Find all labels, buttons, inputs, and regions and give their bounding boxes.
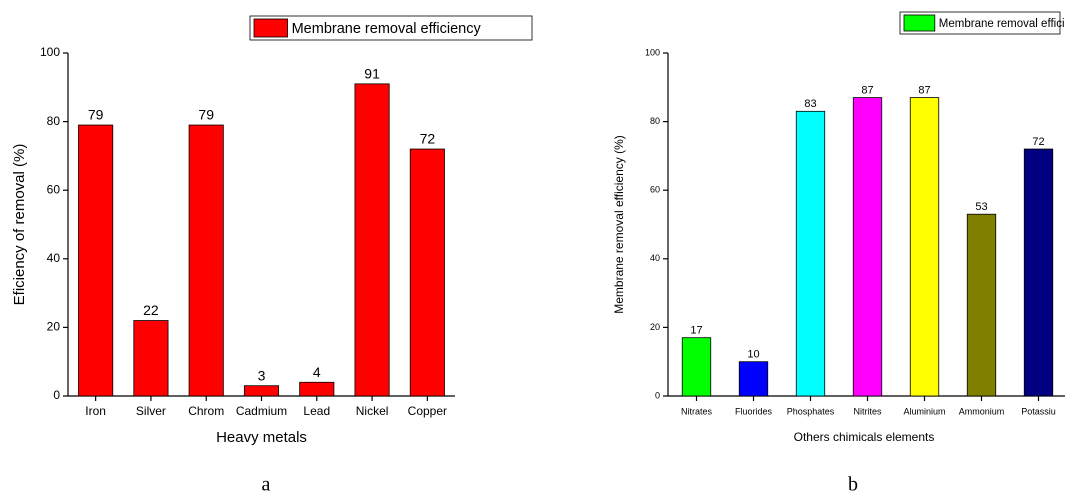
value-label: 53 <box>975 201 987 213</box>
bar <box>188 124 224 397</box>
value-label: 91 <box>364 65 380 81</box>
x-tick-label: Phosphates <box>787 406 835 416</box>
bar <box>133 320 169 397</box>
x-tick-label: Iron <box>85 404 106 418</box>
value-label: 87 <box>861 84 873 96</box>
y-tick-label: 80 <box>650 116 660 126</box>
value-label: 79 <box>198 107 214 123</box>
value-label: 10 <box>747 349 759 361</box>
y-tick-label: 0 <box>53 388 60 402</box>
y-tick-label: 100 <box>645 47 660 57</box>
bar <box>738 361 769 397</box>
bar <box>299 381 335 397</box>
y-tick-label: 20 <box>47 320 61 334</box>
value-label: 72 <box>420 131 436 147</box>
y-tick-label: 60 <box>650 185 660 195</box>
caption: b <box>848 474 858 496</box>
x-tick-label: Nitrates <box>681 406 713 416</box>
legend-box <box>249 15 533 41</box>
x-tick-label: Aluminium <box>903 406 945 416</box>
value-label: 4 <box>313 364 321 380</box>
bar <box>852 97 883 397</box>
value-label: 22 <box>143 302 159 318</box>
caption: a <box>262 474 271 496</box>
legend-box <box>899 11 1061 35</box>
y-tick-label: 60 <box>47 182 61 196</box>
y-tick-label: 20 <box>650 322 660 332</box>
bar <box>795 110 826 397</box>
y-tick-label: 100 <box>40 45 60 59</box>
x-tick-label: Nitrites <box>853 406 882 416</box>
y-axis-label: Membrane removal efficiency (%) <box>612 135 626 314</box>
y-axis-label: Eficiency of removal (%) <box>11 144 28 306</box>
value-label: 3 <box>258 367 266 383</box>
value-label: 17 <box>690 325 702 337</box>
bar <box>243 385 280 397</box>
bar <box>1023 148 1054 397</box>
y-tick-label: 0 <box>655 390 660 400</box>
x-tick-label: Potassiu <box>1021 406 1056 416</box>
x-tick-label: Ammonium <box>959 406 1005 416</box>
y-tick-label: 40 <box>650 253 660 263</box>
value-label: 72 <box>1032 136 1044 148</box>
legend-swatch <box>903 14 936 32</box>
x-axis-label: Heavy metals <box>216 429 307 446</box>
legend-label: Membrane removal efficiency <box>292 21 482 37</box>
x-tick-label: Copper <box>408 404 447 418</box>
bar <box>409 148 445 397</box>
value-label: 87 <box>918 84 930 96</box>
legend-label: Membrane removal efficiency <box>939 18 1065 30</box>
value-label: 83 <box>804 98 816 110</box>
x-tick-label: Cadmium <box>236 404 287 418</box>
bar <box>354 83 390 397</box>
y-tick-label: 40 <box>47 251 61 265</box>
bar <box>966 213 997 397</box>
x-tick-label: Lead <box>303 404 330 418</box>
bar <box>78 124 114 397</box>
x-tick-label: Silver <box>136 404 166 418</box>
x-tick-label: Chrom <box>188 404 224 418</box>
value-label: 79 <box>88 107 104 123</box>
y-tick-label: 80 <box>47 114 61 128</box>
bar <box>681 337 712 397</box>
legend-swatch <box>253 18 288 38</box>
bar <box>909 97 940 397</box>
x-tick-label: Fluorides <box>735 406 773 416</box>
x-tick-label: Nickel <box>356 404 389 418</box>
x-axis-label: Others chimicals elements <box>794 430 935 444</box>
